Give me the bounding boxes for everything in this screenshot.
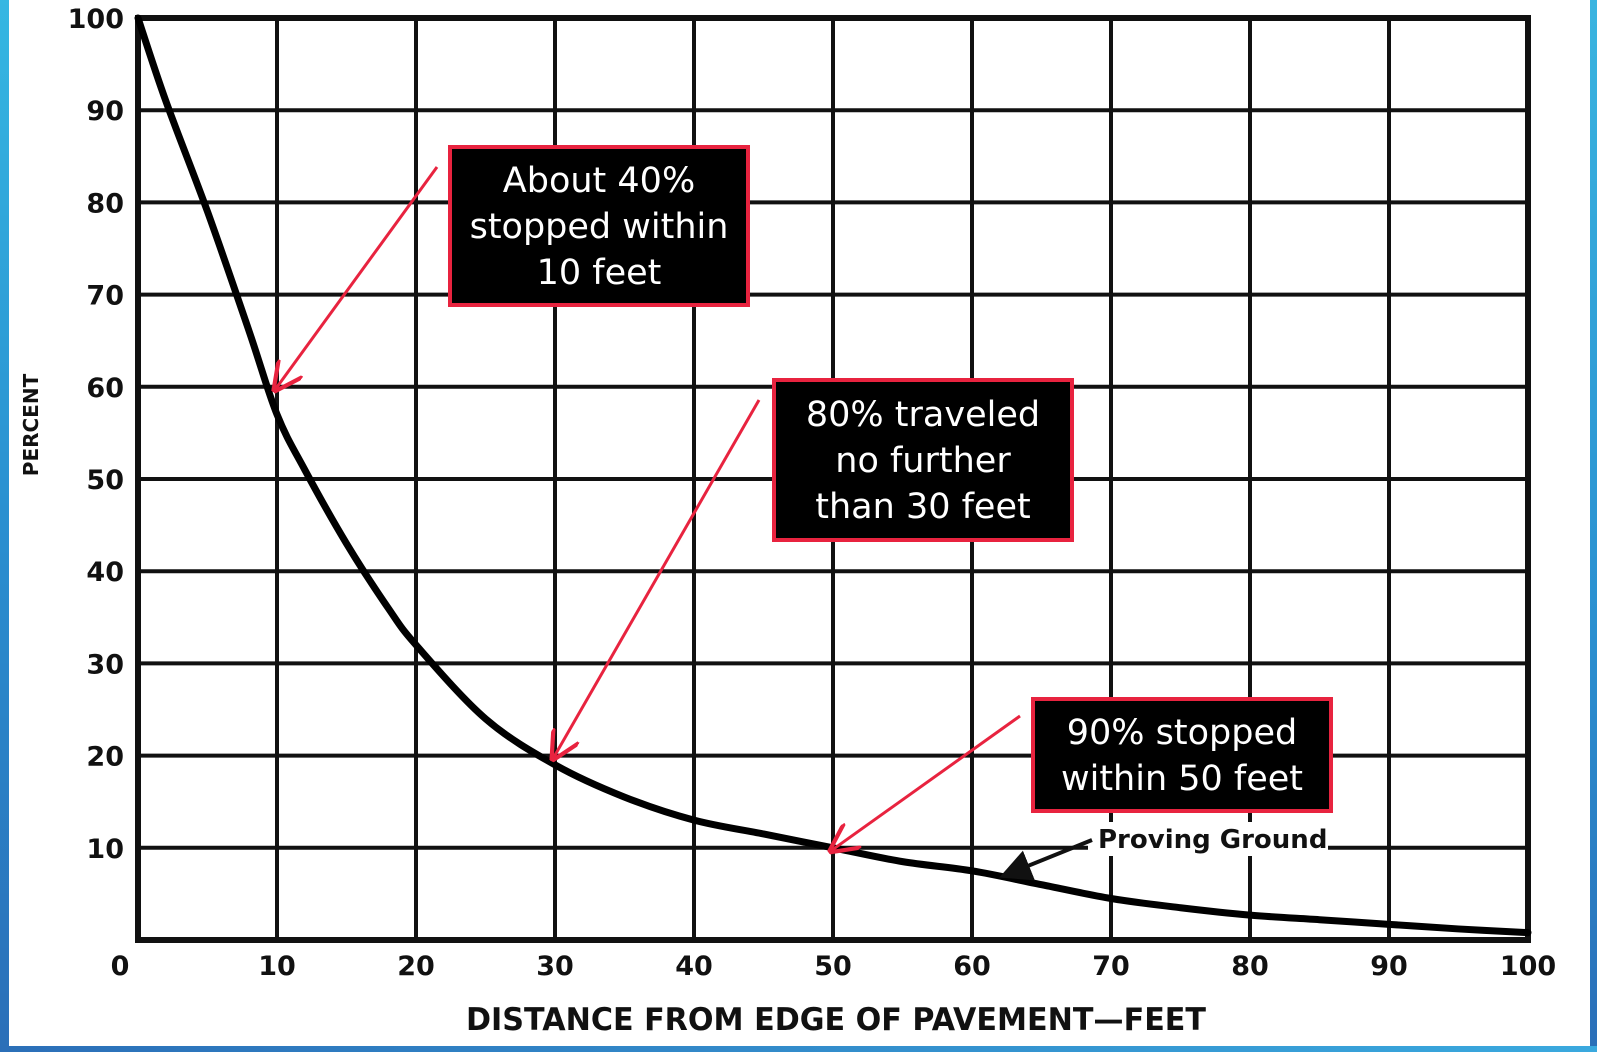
series-label-pointer	[999, 838, 1093, 881]
x-tick-label-70: 70	[1092, 951, 1130, 982]
x-tick-label-10: 10	[258, 951, 296, 982]
x-tick-label-100: 100	[1500, 951, 1556, 982]
y-tick-label-20: 20	[86, 742, 124, 773]
annotation-arrow-0	[275, 166, 439, 390]
annotation-text-0-1: stopped within	[470, 207, 729, 247]
y-tick-labels: 10 20 30 40 50 60 70 80 90 100	[68, 4, 124, 865]
y-tick-label-50: 50	[86, 465, 124, 496]
annotation-text-1-2: than 30 feet	[815, 487, 1030, 527]
x-tick-label-50: 50	[814, 951, 852, 982]
series-label-backdrop	[1088, 822, 1328, 856]
x-tick-labels: 0 10 20 30 40 50 60 70 80 90 100	[111, 951, 1557, 982]
y-tick-label-40: 40	[86, 557, 124, 588]
y-axis-title: PERCENT	[19, 373, 43, 476]
annotation-text-2-0: 90% stopped	[1067, 713, 1297, 753]
annotations: About 40% stopped within 10 feet 80% travel…	[275, 145, 1333, 851]
y-tick-label-10: 10	[86, 834, 124, 865]
plot-border	[135, 15, 1531, 943]
annotation-0: About 40% stopped within 10 feet	[275, 145, 750, 390]
annotation-box-1	[772, 378, 1074, 542]
y-tick-label-80: 80	[86, 188, 124, 219]
slide-bottom-accent-band	[0, 1046, 1597, 1052]
annotation-arrow-2	[831, 714, 1021, 851]
x-tick-label-30: 30	[536, 951, 574, 982]
y-tick-label-70: 70	[86, 281, 124, 312]
annotation-text-0-2: 10 feet	[537, 253, 662, 293]
y-tick-label-60: 60	[86, 373, 124, 404]
annotation-text-1-0: 80% traveled	[806, 395, 1040, 435]
slide-left-accent-band	[0, 0, 9, 1052]
x-axis-title: DISTANCE FROM EDGE OF PAVEMENT—FEET	[466, 1002, 1206, 1038]
series-label-group: Proving Ground	[999, 822, 1328, 881]
annotation-text-1-1: no further	[835, 441, 1011, 481]
x-tick-label-60: 60	[953, 951, 991, 982]
series-line-0	[134, 14, 1532, 937]
y-tick-label-30: 30	[86, 649, 124, 680]
y-tick-label-100: 100	[68, 4, 124, 35]
annotation-arrow-1	[553, 399, 761, 759]
grid-lines	[138, 18, 1528, 940]
y-tick-label-90: 90	[86, 96, 124, 127]
annotation-box-0	[448, 145, 750, 307]
x-tick-label-20: 20	[397, 951, 435, 982]
series-label-0: Proving Ground	[1098, 825, 1327, 855]
series-layer	[134, 14, 1532, 937]
plot-frame	[135, 15, 1531, 943]
x-tick-label-80: 80	[1231, 951, 1269, 982]
annotation-1: 80% traveled no further than 30 feet	[553, 378, 1074, 759]
slide-right-accent-band	[1590, 0, 1597, 1052]
x-tick-label-40: 40	[675, 951, 713, 982]
annotation-text-2-1: within 50 feet	[1061, 759, 1303, 799]
annotation-text-0-0: About 40%	[503, 161, 695, 201]
x-tick-label-0: 0	[111, 951, 130, 982]
x-tick-label-90: 90	[1370, 951, 1408, 982]
annotation-2: 90% stopped within 50 feet	[831, 697, 1333, 851]
annotation-box-2	[1031, 697, 1333, 813]
